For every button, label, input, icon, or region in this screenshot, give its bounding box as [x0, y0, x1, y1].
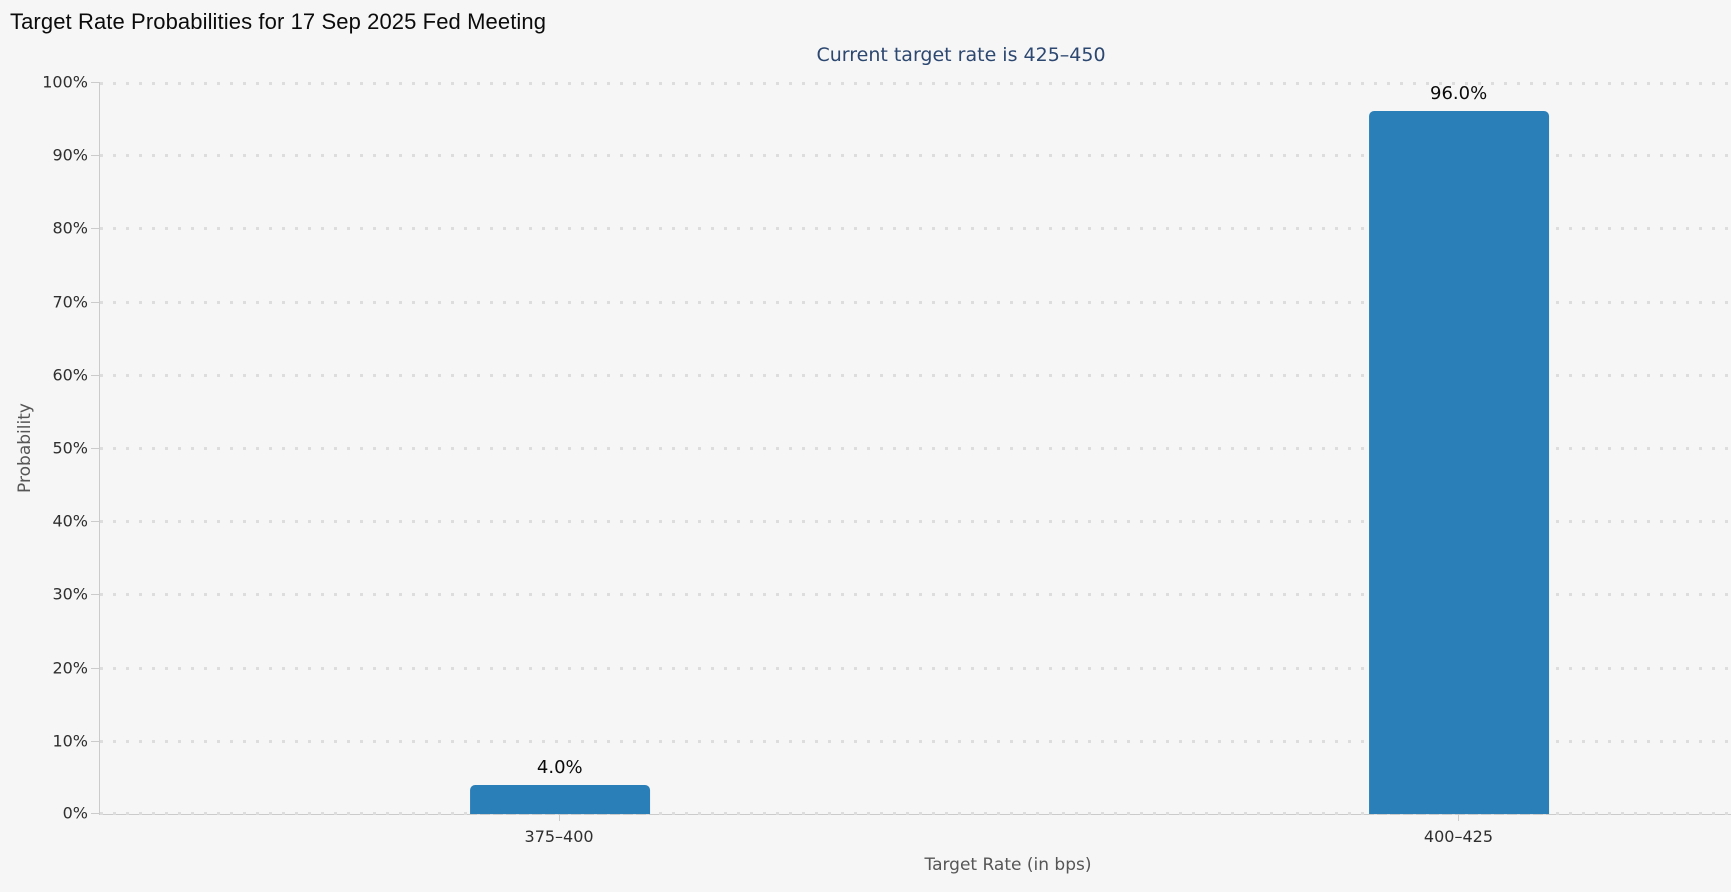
- x-tick-mark: [1458, 815, 1460, 821]
- x-tick-mark: [559, 815, 561, 821]
- y-tick-label: 30%: [52, 584, 88, 604]
- y-axis-title: Probability: [15, 403, 35, 493]
- chart-subtitle: Current target rate is 425–450: [816, 44, 1106, 66]
- y-tick-mark: [91, 448, 100, 449]
- page-title: Target Rate Probabilities for 17 Sep 202…: [10, 9, 547, 34]
- x-axis-title: Target Rate (in bps): [924, 855, 1092, 875]
- y-tick-label: 80%: [52, 218, 88, 238]
- probability-bar[interactable]: [469, 784, 650, 814]
- x-tick-label: 400–425: [1423, 827, 1493, 846]
- y-tick-label: 20%: [52, 658, 88, 678]
- y-tick-mark: [91, 228, 100, 230]
- plot-area: 0% 10% 20% 30% 40% 50% 60% 70% 80% 90% 100% 4.0% 96.…: [42, 73, 1731, 823]
- x-axis-labels: 375–400 400–425: [99, 815, 1731, 865]
- y-tick-mark: [91, 813, 100, 814]
- y-tick-mark: [91, 82, 100, 83]
- y-tick-mark: [91, 374, 100, 376]
- y-tick-mark: [91, 155, 100, 157]
- y-tick-mark: [91, 301, 100, 303]
- y-tick-label: 40%: [52, 511, 88, 531]
- y-tick-mark: [91, 521, 100, 523]
- y-tick-mark: [91, 667, 100, 669]
- x-tick-label: 375–400: [524, 827, 594, 846]
- y-tick-mark: [91, 740, 100, 742]
- probability-bar[interactable]: [1368, 111, 1549, 814]
- y-tick-label: 70%: [52, 292, 88, 312]
- y-tick-label: 50%: [52, 438, 88, 458]
- y-tick-label: 0%: [62, 803, 88, 823]
- y-tick-label: 10%: [52, 731, 88, 751]
- y-tick-mark: [91, 594, 100, 596]
- bar-value-label: 4.0%: [536, 756, 583, 778]
- bar-value-label: 96.0%: [1430, 83, 1488, 105]
- y-tick-label: 60%: [52, 365, 88, 385]
- y-tick-label: 90%: [52, 145, 88, 165]
- y-tick-label: 100%: [42, 72, 88, 92]
